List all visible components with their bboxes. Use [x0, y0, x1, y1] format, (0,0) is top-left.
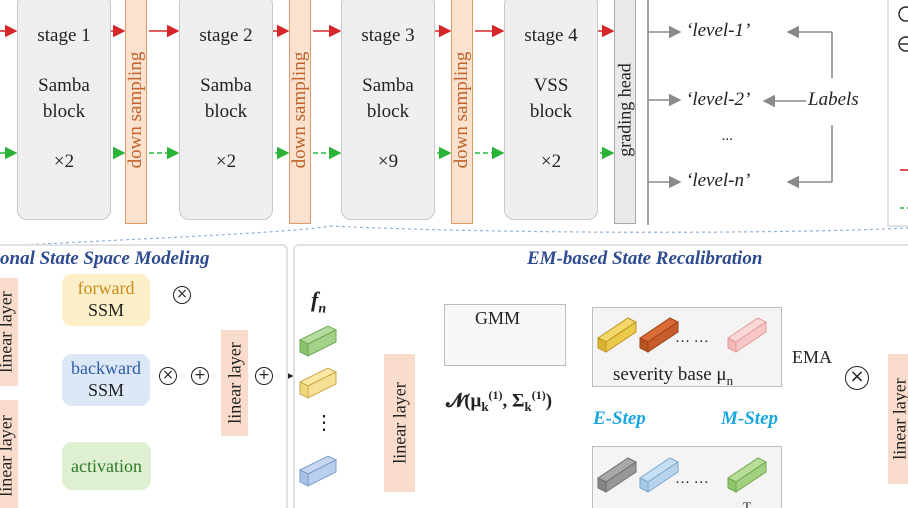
f-symbol: f — [311, 287, 319, 312]
block-multiplier: ×2 — [53, 151, 75, 172]
block-name: Samba — [362, 75, 414, 96]
grading-head: grading head — [614, 0, 636, 224]
severity-subscript: n — [726, 372, 734, 388]
e-step-label: E-Step — [593, 408, 646, 429]
gmm-box: GMM — [444, 304, 566, 366]
block-name: VSS — [533, 75, 569, 96]
level-2-label: ‘level-2’ — [686, 89, 751, 110]
down-sampling-2: down sampling — [289, 0, 311, 224]
ema-label: EMA — [792, 347, 832, 367]
block-name: Samba — [200, 75, 252, 96]
multiply-icon: × — [845, 366, 869, 390]
block-label: block — [366, 101, 410, 122]
transpose-mark: T — [743, 499, 751, 508]
vertical-ellipsis: ⋮ — [314, 412, 334, 434]
linear-layer-right-input: linear layer — [384, 354, 415, 492]
f-subscript: n — [318, 301, 327, 317]
labels-node: Labels — [808, 89, 859, 110]
linear-layer-left-top: linear layer — [0, 278, 18, 386]
stage-title: stage 4 — [524, 25, 578, 46]
m-step-label: M-Step — [721, 408, 778, 429]
linear-layer-left-bottom: linear layer — [0, 400, 18, 508]
stage-1-block: stage 1 Samba block ×2 — [17, 0, 111, 220]
right-panel-title: EM-based State Recalibration — [527, 248, 763, 269]
normal-symbol: 𝓝(μ — [446, 390, 482, 412]
left-panel-title: onal State Space Modeling — [0, 248, 210, 269]
normal-distribution-label: 𝓝(μk(1), Σk(1)) — [446, 388, 552, 415]
level-arrows — [647, 0, 833, 225]
feature-fn-label: fn — [311, 287, 326, 317]
normal-superscript: (1) — [531, 388, 546, 402]
normal-subscript: k — [481, 399, 489, 415]
block-label: block — [529, 101, 573, 122]
gmm-label: GMM — [475, 308, 521, 328]
activation-block: activation — [62, 442, 151, 490]
normal-sigma: , Σ — [502, 390, 525, 412]
level-n-label: ‘level-n’ — [686, 170, 751, 191]
linear-layer-label: linear layer — [889, 378, 908, 460]
forward-label: forward — [77, 278, 135, 298]
add-icon: + — [255, 367, 273, 385]
severity-base-label: severity base μn — [613, 364, 733, 389]
block-multiplier: ×9 — [377, 151, 399, 172]
down-sampling-1: down sampling — [125, 0, 147, 224]
forward-ssm-block: forward SSM — [62, 274, 150, 326]
normal-close: ) — [545, 390, 553, 412]
block-label: block — [204, 101, 248, 122]
level-1-label: ‘level-1’ — [686, 20, 751, 41]
normal-superscript: (1) — [488, 388, 503, 402]
block-label: block — [42, 101, 86, 122]
block-multiplier: ×2 — [215, 151, 237, 172]
severity-text: severity base μ — [613, 364, 727, 385]
multiply-icon: × — [159, 367, 177, 385]
stage-4-block: stage 4 VSS block ×2 — [504, 0, 598, 220]
ssm-label: SSM — [87, 300, 125, 320]
level-ellipsis: ... — [722, 128, 734, 144]
stage-title: stage 2 — [199, 25, 253, 46]
stage-2-block: stage 2 Samba block ×2 — [179, 0, 273, 220]
stage-3-block: stage 3 Samba block ×9 — [341, 0, 435, 220]
block-multiplier: ×2 — [540, 151, 562, 172]
legend-fragment — [887, 0, 908, 227]
stage-title: stage 1 — [37, 25, 91, 46]
severity-ellipsis: … … — [675, 330, 709, 346]
zoom-guide — [0, 225, 908, 247]
linear-layer-left-output: linear layer — [221, 330, 248, 436]
down-sampling-3: down sampling — [451, 0, 473, 224]
ssm-label: SSM — [87, 380, 125, 400]
normal-subscript: k — [524, 399, 532, 415]
multiply-icon: × — [173, 286, 191, 304]
input-tokens — [298, 325, 338, 487]
linear-layer-right-output: linear layer — [888, 354, 908, 484]
state-ellipsis: … … — [675, 471, 709, 487]
backward-label: backward — [71, 358, 141, 378]
add-icon: + — [191, 367, 209, 385]
backward-ssm-block: backward SSM — [62, 354, 150, 406]
stage-title: stage 3 — [361, 25, 415, 46]
block-name: Samba — [38, 75, 90, 96]
